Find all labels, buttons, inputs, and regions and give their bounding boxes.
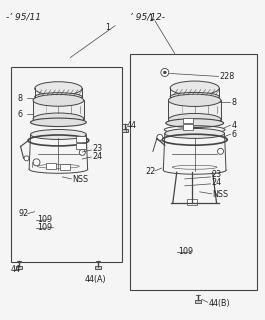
Text: 109: 109: [38, 223, 53, 232]
Text: 228: 228: [219, 72, 235, 81]
Ellipse shape: [30, 118, 86, 126]
Text: 109: 109: [38, 215, 53, 224]
Bar: [122, 129, 128, 132]
Text: 6: 6: [232, 130, 236, 139]
Bar: [11, 68, 122, 262]
Ellipse shape: [35, 93, 82, 101]
Bar: [46, 163, 56, 169]
Bar: [183, 117, 193, 124]
Text: 23: 23: [92, 144, 102, 153]
Text: 24: 24: [211, 178, 222, 188]
Text: -’ 95/11: -’ 95/11: [6, 13, 41, 22]
Text: 92: 92: [19, 209, 29, 218]
Bar: [76, 143, 86, 149]
Text: NSS: NSS: [72, 175, 89, 184]
Ellipse shape: [165, 128, 224, 138]
Bar: [33, 100, 84, 119]
Ellipse shape: [169, 94, 221, 107]
Ellipse shape: [166, 119, 224, 127]
Text: 109: 109: [178, 247, 193, 256]
Text: 44(B): 44(B): [209, 299, 230, 308]
Circle shape: [33, 159, 40, 166]
Text: 4: 4: [232, 121, 236, 130]
Text: 1: 1: [148, 14, 153, 23]
Bar: [95, 266, 101, 269]
Circle shape: [79, 149, 85, 156]
Text: 8: 8: [17, 94, 23, 103]
Text: 1: 1: [105, 23, 110, 32]
Text: 22: 22: [145, 167, 155, 176]
Circle shape: [218, 148, 223, 154]
Text: 44(A): 44(A): [84, 275, 106, 284]
Ellipse shape: [33, 94, 84, 106]
Bar: [76, 136, 86, 142]
Bar: [16, 266, 21, 269]
Text: 44: 44: [127, 121, 137, 130]
Text: ’ 95/12-: ’ 95/12-: [130, 13, 165, 22]
Circle shape: [157, 134, 163, 140]
Ellipse shape: [170, 92, 219, 101]
Circle shape: [161, 68, 169, 76]
Circle shape: [24, 156, 29, 161]
Bar: [183, 124, 193, 131]
Ellipse shape: [30, 130, 86, 140]
Bar: [60, 164, 70, 170]
Ellipse shape: [35, 82, 82, 95]
Ellipse shape: [169, 114, 221, 126]
Text: NSS: NSS: [213, 190, 229, 199]
Text: 23: 23: [211, 171, 222, 180]
Bar: [130, 53, 257, 290]
Text: 6: 6: [17, 110, 23, 119]
Bar: [169, 100, 221, 120]
Bar: [195, 300, 201, 303]
Text: 44: 44: [11, 265, 21, 274]
Ellipse shape: [33, 113, 84, 125]
Ellipse shape: [170, 81, 219, 95]
Circle shape: [163, 71, 166, 74]
Text: 24: 24: [92, 152, 102, 161]
Bar: [187, 199, 197, 205]
Text: 8: 8: [232, 98, 236, 107]
